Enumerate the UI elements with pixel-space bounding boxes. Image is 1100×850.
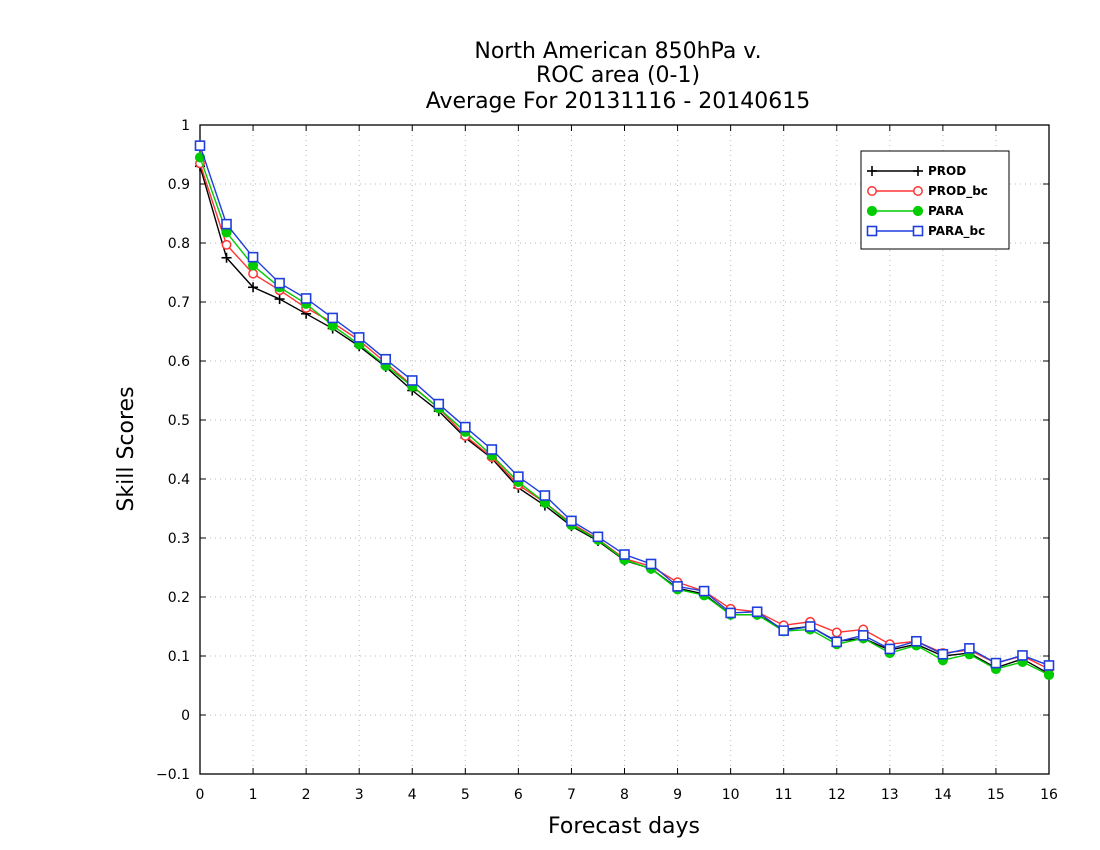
data-point bbox=[911, 635, 922, 647]
data-point bbox=[513, 471, 524, 482]
data-point bbox=[725, 607, 736, 619]
x-tick-label: 16 bbox=[1040, 787, 1058, 803]
data-point bbox=[460, 421, 471, 433]
y-tick-label: 0.3 bbox=[168, 531, 190, 547]
data-point bbox=[964, 643, 975, 654]
x-tick-label: 5 bbox=[461, 787, 470, 803]
data-point bbox=[592, 531, 604, 543]
data-point bbox=[1017, 650, 1028, 661]
chart-title-line3: Average For 20131116 - 20140615 bbox=[426, 89, 811, 114]
data-point bbox=[221, 218, 232, 230]
data-point bbox=[248, 268, 259, 279]
ticks: 0 1 2 3 4 5 6 7 8 9 10 11 12 13 14 15 16−0.100.10.20.30.… bbox=[156, 118, 1058, 803]
x-tick-label: 11 bbox=[775, 787, 793, 803]
y-axis-label: Skill Scores bbox=[114, 386, 139, 511]
chart-title-line2: ROC area (0-1) bbox=[536, 63, 700, 88]
data-point bbox=[1043, 660, 1055, 671]
x-tick-label: 9 bbox=[673, 787, 682, 803]
legend: PROD PROD_bc PARA PARA_bc bbox=[860, 150, 1010, 250]
data-point bbox=[274, 277, 285, 289]
data-point bbox=[778, 625, 789, 636]
legend-label: PROD_bc bbox=[928, 184, 988, 199]
y-tick-label: 0.1 bbox=[168, 649, 190, 665]
data-point bbox=[274, 294, 285, 305]
data-point bbox=[937, 648, 949, 660]
x-tick-label: 0 bbox=[196, 787, 205, 803]
data-point bbox=[884, 643, 896, 655]
data-point bbox=[566, 515, 577, 527]
data-point bbox=[619, 549, 630, 560]
y-tick-label: 0.5 bbox=[168, 413, 190, 429]
legend-entry: PROD_bc bbox=[867, 184, 988, 199]
legend-marker bbox=[913, 166, 923, 176]
x-axis-label: Forecast days bbox=[548, 814, 700, 839]
data-point bbox=[353, 332, 365, 343]
grid bbox=[200, 125, 1049, 774]
x-tick-label: 10 bbox=[722, 787, 740, 803]
x-tick-label: 3 bbox=[355, 787, 364, 803]
data-point bbox=[380, 353, 392, 365]
x-tick-label: 13 bbox=[881, 787, 899, 803]
legend-marker bbox=[912, 225, 924, 237]
x-tick-label: 8 bbox=[620, 787, 629, 803]
series bbox=[194, 140, 1055, 680]
data-point bbox=[406, 375, 418, 386]
data-point bbox=[831, 627, 842, 638]
y-tick-label: 0 bbox=[181, 708, 190, 724]
y-tick-label: 0.6 bbox=[168, 354, 190, 370]
y-tick-label: −0.1 bbox=[156, 767, 190, 783]
x-tick-label: 14 bbox=[934, 787, 952, 803]
x-tick-label: 4 bbox=[408, 787, 417, 803]
x-tick-label: 1 bbox=[249, 787, 258, 803]
data-point bbox=[645, 558, 657, 570]
data-point bbox=[1043, 669, 1055, 680]
legend-label: PARA bbox=[928, 204, 964, 218]
legend-marker bbox=[867, 166, 877, 176]
y-tick-label: 0.7 bbox=[168, 295, 190, 311]
data-point bbox=[831, 636, 843, 648]
series-para-bc bbox=[194, 140, 1055, 671]
data-point bbox=[539, 490, 551, 501]
legend-label: PARA_bc bbox=[928, 224, 985, 239]
data-point bbox=[300, 293, 312, 304]
data-point bbox=[221, 252, 232, 263]
data-point bbox=[327, 312, 338, 324]
y-tick-label: 0.4 bbox=[168, 472, 190, 488]
legend-marker bbox=[866, 205, 878, 217]
y-tick-label: 0.9 bbox=[168, 177, 190, 193]
data-point bbox=[248, 282, 259, 293]
legend-entry: PROD bbox=[867, 164, 966, 178]
legend-entry: PARA_bc bbox=[866, 224, 985, 239]
x-tick-label: 12 bbox=[828, 787, 846, 803]
legend-marker bbox=[866, 225, 878, 237]
data-point bbox=[698, 585, 710, 597]
x-tick-label: 2 bbox=[302, 787, 311, 803]
data-point bbox=[486, 444, 498, 455]
data-point bbox=[433, 398, 445, 410]
legend-entry: PARA bbox=[866, 204, 964, 218]
x-tick-label: 6 bbox=[514, 787, 523, 803]
data-point bbox=[990, 657, 1002, 669]
y-tick-label: 0.2 bbox=[168, 590, 190, 606]
y-tick-label: 0.8 bbox=[168, 236, 190, 252]
chart-title-line1: North American 850hPa v. bbox=[474, 39, 761, 64]
x-tick-label: 15 bbox=[987, 787, 1005, 803]
data-point bbox=[751, 606, 763, 618]
y-tick-label: 1 bbox=[181, 118, 190, 134]
legend-marker bbox=[912, 205, 924, 217]
x-tick-label: 7 bbox=[567, 787, 576, 803]
data-point bbox=[221, 239, 232, 250]
legend-marker bbox=[867, 186, 877, 196]
data-point bbox=[247, 251, 259, 263]
legend-box bbox=[860, 150, 1010, 250]
data-point bbox=[857, 630, 869, 641]
data-point bbox=[672, 581, 683, 592]
legend-label: PROD bbox=[928, 164, 966, 178]
data-point bbox=[804, 621, 816, 632]
data-point bbox=[194, 140, 206, 151]
legend-marker bbox=[913, 186, 923, 196]
